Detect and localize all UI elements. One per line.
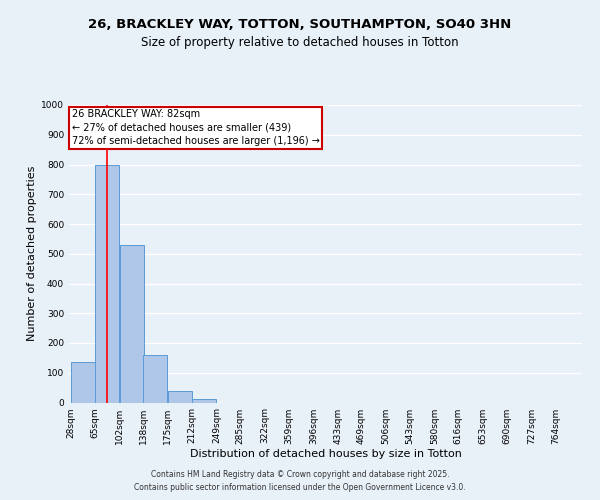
Bar (192, 399, 216, 402)
Bar (71, 362, 95, 403)
X-axis label: Distribution of detached houses by size in Totton: Distribution of detached houses by size … (190, 450, 461, 460)
Y-axis label: Number of detached properties: Number of detached properties (27, 166, 37, 342)
Text: Size of property relative to detached houses in Totton: Size of property relative to detached ho… (141, 36, 459, 49)
Bar (168, 392, 192, 402)
Bar (143, 355, 167, 403)
Text: Contains public sector information licensed under the Open Government Licence v3: Contains public sector information licen… (134, 483, 466, 492)
Text: 26 BRACKLEY WAY: 82sqm
← 27% of detached houses are smaller (439)
72% of semi-de: 26 BRACKLEY WAY: 82sqm ← 27% of detached… (71, 110, 319, 146)
Text: 26, BRACKLEY WAY, TOTTON, SOUTHAMPTON, SO40 3HN: 26, BRACKLEY WAY, TOTTON, SOUTHAMPTON, S… (88, 18, 512, 30)
Text: Contains HM Land Registry data © Crown copyright and database right 2025.: Contains HM Land Registry data © Crown c… (151, 470, 449, 479)
Bar (95, 164, 119, 402)
Bar (120, 245, 144, 402)
